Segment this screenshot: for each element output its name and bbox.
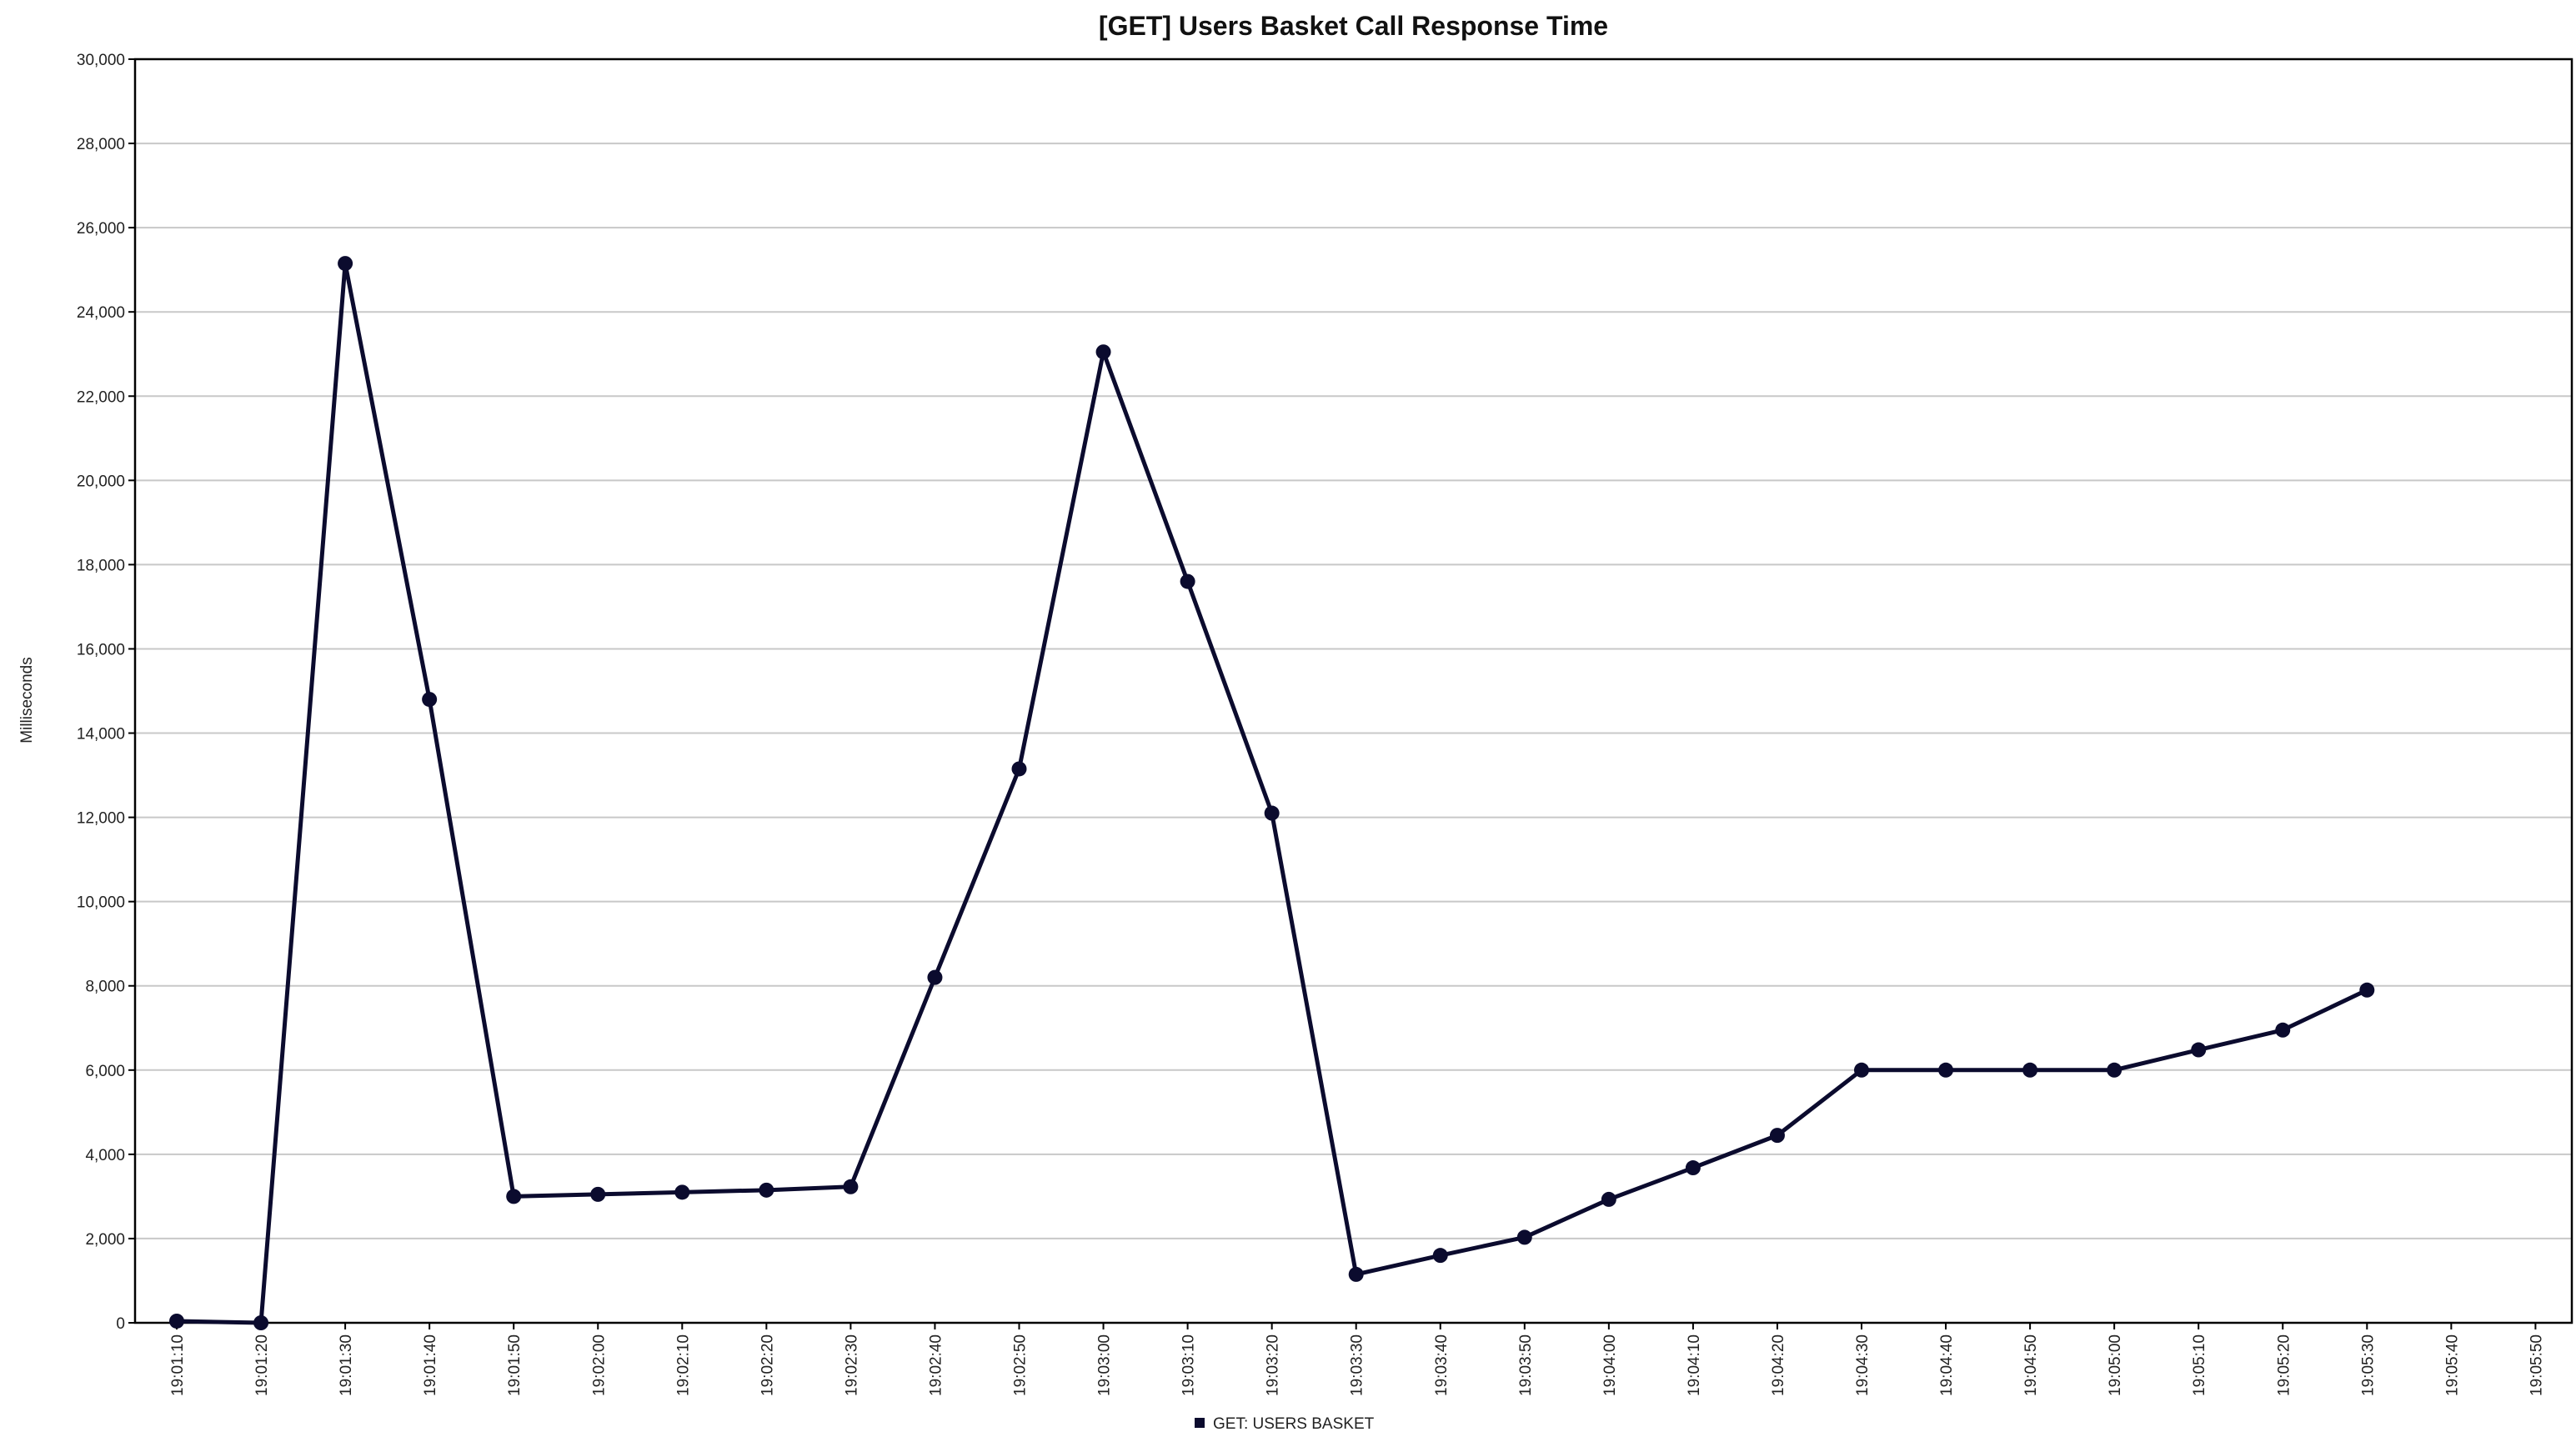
legend-label: GET: USERS BASKET <box>1213 1415 1375 1433</box>
legend: GET: USERS BASKET <box>1195 1415 1375 1433</box>
x-tick-label: 19:03:50 <box>1517 1334 1535 1396</box>
data-point <box>1685 1160 1701 1176</box>
data-point <box>1938 1062 1954 1078</box>
data-point <box>843 1179 859 1194</box>
data-point <box>1601 1191 1616 1207</box>
data-point <box>674 1184 690 1200</box>
data-point <box>1095 344 1111 360</box>
x-tick-label: 19:05:50 <box>2528 1334 2545 1396</box>
y-tick-label: 26,000 <box>77 220 125 238</box>
y-tick-label: 0 <box>116 1315 125 1333</box>
data-point <box>759 1182 774 1198</box>
data-point <box>2107 1062 2122 1078</box>
y-axis-label: Milliseconds <box>18 657 36 743</box>
y-tick-label: 8,000 <box>85 979 125 996</box>
legend-swatch <box>1195 1418 1205 1428</box>
x-tick-label: 19:02:00 <box>590 1334 608 1396</box>
data-point <box>1180 573 1195 589</box>
y-tick-label: 18,000 <box>77 557 125 574</box>
data-point <box>1264 805 1280 821</box>
x-tick-label: 19:05:20 <box>2275 1334 2293 1396</box>
x-tick-label: 19:01:40 <box>422 1334 439 1396</box>
data-point <box>1011 761 1027 777</box>
data-point <box>1769 1128 1785 1144</box>
y-tick-label: 12,000 <box>77 810 125 828</box>
data-point <box>338 256 353 272</box>
x-tick-label: 19:05:30 <box>2359 1334 2377 1396</box>
x-tick-label: 19:01:20 <box>253 1334 271 1396</box>
y-tick-label: 6,000 <box>85 1063 125 1080</box>
x-tick-label: 19:05:40 <box>2443 1334 2461 1396</box>
x-tick-label: 19:04:20 <box>1770 1334 1787 1396</box>
axes: 0 2,000 4,000 6,000 8,000 10,000 12,000 14,000 1… <box>77 52 2546 1396</box>
data-point <box>2359 982 2375 998</box>
x-tick-label: 19:04:10 <box>1686 1334 1703 1396</box>
data-point <box>169 1313 184 1329</box>
data-point <box>2022 1062 2038 1078</box>
y-tick-label: 20,000 <box>77 473 125 490</box>
data-point <box>1516 1229 1532 1245</box>
x-tick-label: 19:05:10 <box>2191 1334 2208 1396</box>
y-tick-label: 14,000 <box>77 726 125 744</box>
x-tick-label: 19:02:40 <box>927 1334 945 1396</box>
x-tick-label: 19:04:40 <box>1938 1334 1956 1396</box>
data-point <box>253 1315 269 1330</box>
y-tick-label: 30,000 <box>77 52 125 69</box>
data-point <box>927 969 943 985</box>
data-point <box>590 1186 606 1202</box>
data-point <box>1432 1248 1448 1264</box>
x-tick-label: 19:01:50 <box>506 1334 524 1396</box>
data-point <box>1854 1062 1869 1078</box>
x-tick-label: 19:04:50 <box>2022 1334 2040 1396</box>
series-line <box>176 261 2368 1325</box>
x-tick-label: 19:04:30 <box>1854 1334 1872 1396</box>
series-layer <box>169 256 2375 1330</box>
y-tick-label: 28,000 <box>77 136 125 153</box>
data-point <box>422 692 438 708</box>
data-point <box>2275 1022 2291 1038</box>
x-tick-label: 19:03:20 <box>1265 1334 1282 1396</box>
x-tick-label: 19:03:10 <box>1180 1334 1198 1396</box>
chart-title: [GET] Users Basket Call Response Time <box>1099 11 1608 41</box>
x-tick-label: 19:04:00 <box>1601 1334 1619 1396</box>
y-tick-label: 16,000 <box>77 641 125 658</box>
x-tick-label: 19:01:10 <box>169 1334 187 1396</box>
data-point <box>1348 1266 1364 1282</box>
x-tick-label: 19:03:30 <box>1349 1334 1366 1396</box>
x-tick-label: 19:02:50 <box>1012 1334 1030 1396</box>
x-tick-label: 19:02:20 <box>759 1334 776 1396</box>
x-tick-label: 19:03:00 <box>1096 1334 1114 1396</box>
data-point <box>2191 1042 2207 1058</box>
x-tick-label: 19:02:10 <box>674 1334 692 1396</box>
x-tick-label: 19:05:00 <box>2107 1334 2124 1396</box>
y-tick-label: 22,000 <box>77 388 125 406</box>
data-point <box>506 1189 522 1204</box>
x-tick-label: 19:02:30 <box>843 1334 860 1396</box>
x-tick-label: 19:03:40 <box>1433 1334 1451 1396</box>
x-tick-label: 19:01:30 <box>338 1334 355 1396</box>
y-tick-label: 2,000 <box>85 1231 125 1249</box>
y-tick-label: 10,000 <box>77 894 125 912</box>
plot-area-border <box>133 58 2573 1324</box>
y-tick-label: 24,000 <box>77 304 125 322</box>
y-tick-label: 4,000 <box>85 1147 125 1164</box>
gridlines <box>135 143 2572 1239</box>
